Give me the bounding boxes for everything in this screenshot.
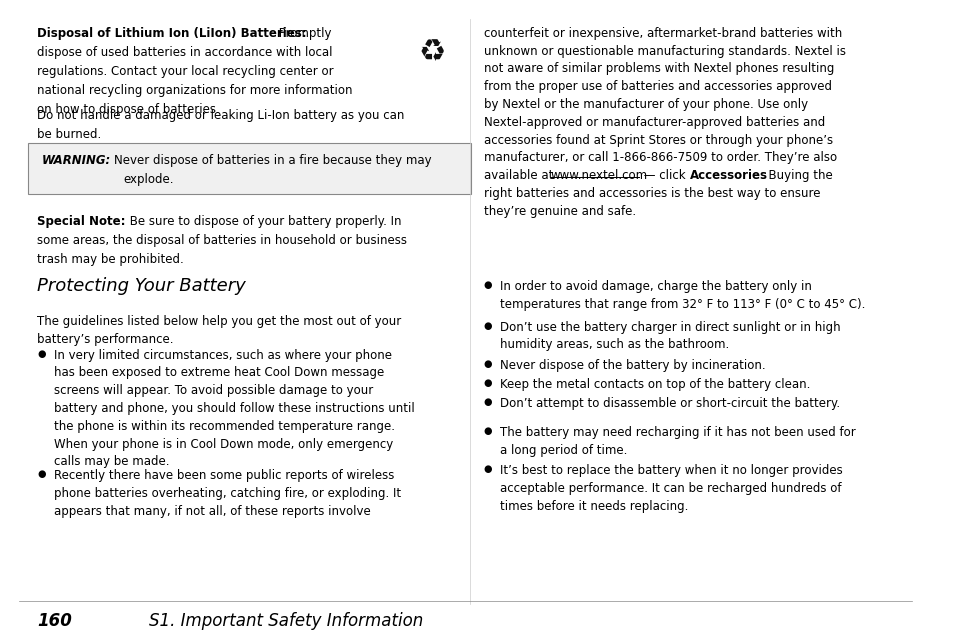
Text: battery’s performance.: battery’s performance. — [37, 333, 173, 345]
Text: ●: ● — [483, 280, 492, 290]
Text: Special Note:: Special Note: — [37, 215, 126, 228]
Text: Don’t attempt to disassemble or short-circuit the battery.: Don’t attempt to disassemble or short-ci… — [500, 397, 840, 410]
Text: regulations. Contact your local recycling center or: regulations. Contact your local recyclin… — [37, 65, 334, 78]
Text: national recycling organizations for more information: national recycling organizations for mor… — [37, 84, 353, 97]
Text: ●: ● — [483, 426, 492, 436]
Text: S1. Important Safety Information: S1. Important Safety Information — [149, 612, 422, 630]
Text: Accessories: Accessories — [689, 169, 767, 182]
Text: they’re genuine and safe.: they’re genuine and safe. — [483, 205, 635, 218]
Text: Recently there have been some public reports of wireless: Recently there have been some public rep… — [54, 469, 394, 482]
Text: It’s best to replace the battery when it no longer provides: It’s best to replace the battery when it… — [500, 464, 842, 477]
Text: a long period of time.: a long period of time. — [500, 444, 627, 457]
Text: In order to avoid damage, charge the battery only in: In order to avoid damage, charge the bat… — [500, 280, 811, 293]
Text: When your phone is in Cool Down mode, only emergency: When your phone is in Cool Down mode, on… — [54, 438, 393, 450]
Text: humidity areas, such as the bathroom.: humidity areas, such as the bathroom. — [500, 338, 729, 351]
Text: Do not handle a damaged or leaking Li-Ion battery as you can: Do not handle a damaged or leaking Li-Io… — [37, 109, 404, 122]
Text: times before it needs replacing.: times before it needs replacing. — [500, 500, 688, 513]
Text: on how to dispose of batteries.: on how to dispose of batteries. — [37, 103, 220, 116]
Text: In very limited circumstances, such as where your phone: In very limited circumstances, such as w… — [54, 349, 392, 361]
Text: Protecting Your Battery: Protecting Your Battery — [37, 277, 246, 294]
FancyBboxPatch shape — [28, 143, 470, 194]
Text: appears that many, if not all, of these reports involve: appears that many, if not all, of these … — [54, 505, 371, 518]
Text: ●: ● — [37, 469, 46, 480]
Text: the phone is within its recommended temperature range.: the phone is within its recommended temp… — [54, 420, 395, 432]
Text: 160: 160 — [37, 612, 72, 630]
Text: not aware of similar problems with Nextel phones resulting: not aware of similar problems with Nexte… — [483, 62, 833, 75]
Text: calls may be made.: calls may be made. — [54, 455, 170, 468]
Text: The guidelines listed below help you get the most out of your: The guidelines listed below help you get… — [37, 315, 401, 328]
Text: ●: ● — [483, 359, 492, 369]
Text: www.nextel.com: www.nextel.com — [550, 169, 647, 182]
Text: — click: — click — [639, 169, 689, 182]
Text: ●: ● — [483, 378, 492, 388]
Text: Never dispose of batteries in a fire because they may: Never dispose of batteries in a fire bec… — [114, 154, 432, 167]
Text: Keep the metal contacts on top of the battery clean.: Keep the metal contacts on top of the ba… — [500, 378, 810, 391]
Text: counterfeit or inexpensive, aftermarket-brand batteries with: counterfeit or inexpensive, aftermarket-… — [483, 27, 841, 39]
Text: from the proper use of batteries and accessories approved: from the proper use of batteries and acc… — [483, 80, 831, 93]
Text: trash may be prohibited.: trash may be prohibited. — [37, 253, 184, 266]
Text: temperatures that range from 32° F to 113° F (0° C to 45° C).: temperatures that range from 32° F to 11… — [500, 298, 865, 310]
Text: Nextel-approved or manufacturer-approved batteries and: Nextel-approved or manufacturer-approved… — [483, 116, 824, 128]
Text: The battery may need recharging if it has not been used for: The battery may need recharging if it ha… — [500, 426, 855, 439]
Text: Disposal of Lithium Ion (LiIon) Batteries:: Disposal of Lithium Ion (LiIon) Batterie… — [37, 27, 307, 39]
Text: Be sure to dispose of your battery properly. In: Be sure to dispose of your battery prope… — [126, 215, 400, 228]
Text: acceptable performance. It can be recharged hundreds of: acceptable performance. It can be rechar… — [500, 482, 841, 495]
Text: screens will appear. To avoid possible damage to your: screens will appear. To avoid possible d… — [54, 384, 373, 397]
Text: right batteries and accessories is the best way to ensure: right batteries and accessories is the b… — [483, 187, 820, 200]
Text: ●: ● — [483, 397, 492, 407]
Text: . Buying the: . Buying the — [760, 169, 832, 182]
Text: ●: ● — [483, 464, 492, 474]
Text: ♻: ♻ — [418, 38, 446, 67]
Text: ●: ● — [37, 349, 46, 359]
Text: has been exposed to extreme heat Cool Down message: has been exposed to extreme heat Cool Do… — [54, 366, 384, 379]
Text: WARNING:: WARNING: — [42, 154, 111, 167]
Text: Promptly: Promptly — [275, 27, 332, 39]
Text: accessories found at Sprint Stores or through your phone’s: accessories found at Sprint Stores or th… — [483, 134, 832, 146]
Text: Don’t use the battery charger in direct sunlight or in high: Don’t use the battery charger in direct … — [500, 321, 841, 333]
Text: Never dispose of the battery by incineration.: Never dispose of the battery by incinera… — [500, 359, 765, 371]
Text: by Nextel or the manufacturer of your phone. Use only: by Nextel or the manufacturer of your ph… — [483, 98, 807, 111]
Text: ●: ● — [483, 321, 492, 331]
Text: explode.: explode. — [124, 173, 174, 186]
Text: battery and phone, you should follow these instructions until: battery and phone, you should follow the… — [54, 402, 415, 415]
Text: available at: available at — [483, 169, 557, 182]
Text: dispose of used batteries in accordance with local: dispose of used batteries in accordance … — [37, 46, 333, 59]
Text: manufacturer, or call 1-866-866-7509 to order. They’re also: manufacturer, or call 1-866-866-7509 to … — [483, 151, 836, 164]
Text: some areas, the disposal of batteries in household or business: some areas, the disposal of batteries in… — [37, 234, 407, 247]
Text: phone batteries overheating, catching fire, or exploding. It: phone batteries overheating, catching fi… — [54, 487, 400, 500]
Text: be burned.: be burned. — [37, 128, 101, 141]
Text: unknown or questionable manufacturing standards. Nextel is: unknown or questionable manufacturing st… — [483, 45, 844, 57]
